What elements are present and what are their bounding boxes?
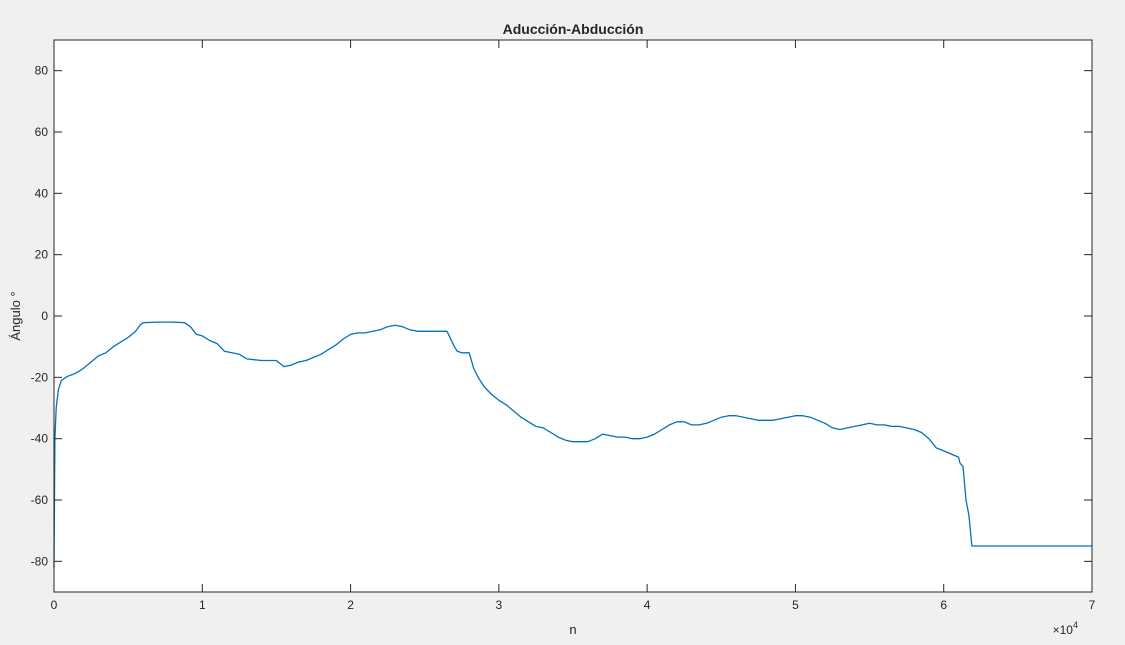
x-tick-label-7: 7	[1089, 598, 1096, 612]
series-line	[53, 321, 1092, 568]
y-tick-label-4: 0	[41, 309, 48, 323]
x-tick-label-2: 2	[347, 598, 354, 612]
x-tick-label-5: 5	[792, 598, 799, 612]
axes-background	[54, 40, 1092, 592]
y-axis-ticks: -80 -60 -40 -20 0 20 40 60 80	[31, 64, 1092, 568]
y-tick-label-5: 20	[35, 248, 49, 262]
x-axis-label: n	[569, 622, 576, 637]
x-axis-ticks: 0 1 2 3 4 5 6 7	[51, 40, 1096, 612]
x-exponent-base: ×10	[1053, 623, 1074, 637]
y-tick-label-7: 60	[35, 125, 49, 139]
y-tick-label-8: 80	[35, 64, 49, 78]
y-tick-label-2: -40	[31, 432, 49, 446]
axes-box	[53, 39, 1093, 593]
x-axis-exponent: ×104	[1053, 620, 1078, 637]
x-tick-label-0: 0	[51, 598, 58, 612]
plot-area	[53, 321, 1092, 568]
y-tick-label-1: -60	[31, 493, 49, 507]
x-tick-label-1: 1	[199, 598, 206, 612]
y-axis-label: Ángulo °	[8, 291, 23, 340]
x-tick-label-3: 3	[496, 598, 503, 612]
y-tick-label-0: -80	[31, 554, 49, 568]
x-tick-label-4: 4	[644, 598, 651, 612]
y-tick-label-3: -20	[31, 370, 49, 384]
x-tick-label-6: 6	[940, 598, 947, 612]
chart-title: Aducción-Abducción	[503, 21, 644, 37]
x-exponent-power: 4	[1073, 620, 1078, 630]
y-tick-label-6: 40	[35, 186, 49, 200]
